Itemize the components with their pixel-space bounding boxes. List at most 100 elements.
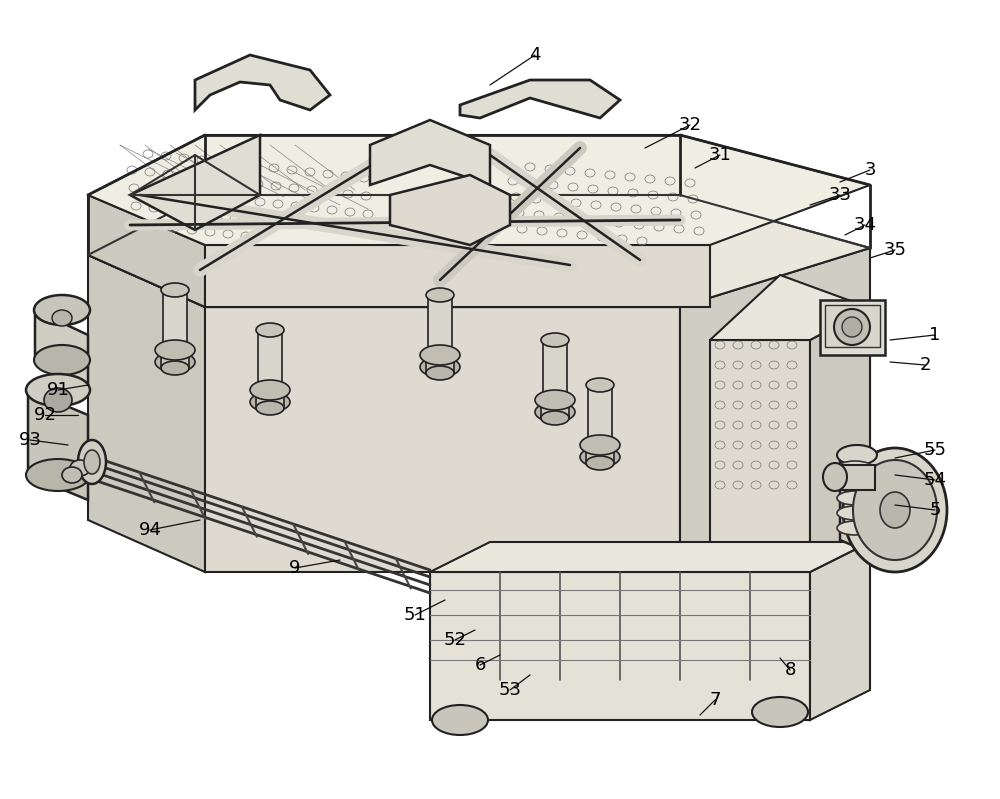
Text: 93: 93 [18, 431, 42, 449]
Polygon shape [205, 307, 680, 572]
Text: 4: 4 [529, 46, 541, 64]
Ellipse shape [420, 357, 460, 377]
Ellipse shape [250, 380, 290, 400]
Ellipse shape [161, 283, 189, 297]
Polygon shape [835, 465, 875, 490]
Ellipse shape [52, 310, 72, 326]
Text: 5: 5 [929, 501, 941, 519]
Text: 9: 9 [289, 559, 301, 577]
Text: 8: 8 [784, 661, 796, 679]
Ellipse shape [837, 476, 873, 490]
Polygon shape [680, 248, 870, 572]
Ellipse shape [26, 374, 90, 406]
Polygon shape [810, 308, 870, 572]
Bar [163, 290, 187, 350]
Text: 33: 33 [828, 186, 852, 204]
Ellipse shape [161, 361, 189, 375]
Ellipse shape [62, 467, 82, 483]
Polygon shape [88, 135, 870, 245]
Ellipse shape [752, 697, 808, 727]
Polygon shape [88, 248, 870, 307]
Ellipse shape [535, 402, 575, 422]
Ellipse shape [535, 390, 575, 410]
Polygon shape [88, 195, 870, 307]
Polygon shape [430, 572, 810, 720]
Ellipse shape [837, 506, 873, 520]
Ellipse shape [426, 288, 454, 302]
Ellipse shape [44, 388, 72, 412]
Text: 1: 1 [929, 326, 941, 344]
Polygon shape [810, 542, 870, 720]
Text: 34: 34 [854, 216, 876, 234]
Polygon shape [430, 542, 870, 572]
Ellipse shape [426, 366, 454, 380]
Ellipse shape [78, 440, 106, 484]
Ellipse shape [155, 352, 195, 372]
Ellipse shape [837, 461, 873, 475]
Bar [588, 385, 612, 445]
Ellipse shape [541, 411, 569, 425]
Bar [256, 390, 284, 408]
Polygon shape [88, 255, 205, 572]
Ellipse shape [34, 295, 90, 325]
Polygon shape [370, 120, 490, 185]
Polygon shape [28, 390, 88, 500]
Ellipse shape [541, 333, 569, 347]
Text: 91: 91 [47, 381, 69, 399]
Ellipse shape [842, 317, 862, 337]
Polygon shape [88, 195, 205, 307]
Bar [541, 400, 569, 418]
Bar [161, 350, 189, 368]
Bar [820, 300, 885, 355]
Polygon shape [130, 135, 260, 230]
Ellipse shape [837, 491, 873, 505]
Ellipse shape [586, 456, 614, 470]
Text: 3: 3 [864, 161, 876, 179]
Text: 51: 51 [404, 606, 426, 624]
Bar [543, 340, 567, 400]
Polygon shape [460, 80, 620, 118]
Ellipse shape [853, 460, 937, 560]
Ellipse shape [843, 448, 947, 572]
Text: 54: 54 [924, 471, 946, 489]
Ellipse shape [420, 345, 460, 365]
Bar [586, 445, 614, 463]
Ellipse shape [837, 521, 873, 535]
Polygon shape [710, 340, 810, 572]
Ellipse shape [580, 435, 620, 455]
Polygon shape [35, 310, 88, 385]
Text: 52: 52 [444, 631, 466, 649]
Ellipse shape [155, 340, 195, 360]
Text: 53: 53 [498, 681, 522, 699]
Polygon shape [840, 455, 875, 555]
Ellipse shape [250, 392, 290, 412]
Text: 2: 2 [919, 356, 931, 374]
Text: 6: 6 [474, 656, 486, 674]
Polygon shape [195, 55, 330, 110]
Polygon shape [710, 275, 870, 340]
Text: 35: 35 [884, 241, 906, 259]
Ellipse shape [580, 447, 620, 467]
Text: 7: 7 [709, 691, 721, 709]
Ellipse shape [823, 463, 847, 491]
Polygon shape [390, 175, 510, 245]
Ellipse shape [34, 345, 90, 375]
Text: 31: 31 [709, 146, 731, 164]
Bar [426, 355, 454, 373]
Text: 32: 32 [678, 116, 702, 134]
Bar [258, 330, 282, 390]
Ellipse shape [880, 492, 910, 528]
Ellipse shape [84, 450, 100, 474]
Bar [825, 305, 880, 347]
Bar [428, 295, 452, 355]
Ellipse shape [837, 445, 877, 465]
Text: 94: 94 [138, 521, 162, 539]
Ellipse shape [256, 323, 284, 337]
Ellipse shape [586, 378, 614, 392]
Polygon shape [205, 245, 710, 307]
Ellipse shape [70, 460, 90, 476]
Ellipse shape [26, 459, 90, 491]
Text: 92: 92 [34, 406, 56, 424]
Ellipse shape [256, 401, 284, 415]
Text: 55: 55 [924, 441, 946, 459]
